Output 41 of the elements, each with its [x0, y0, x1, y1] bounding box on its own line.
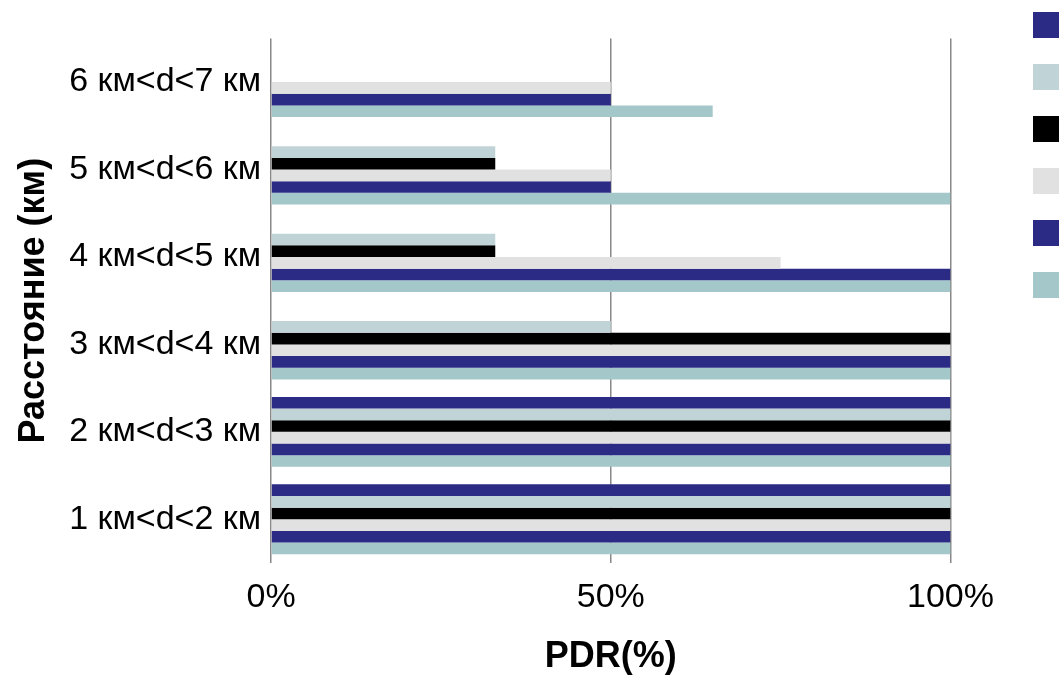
- bar: [271, 443, 951, 456]
- bar: [271, 495, 951, 508]
- bar: [271, 245, 496, 257]
- bar: [271, 146, 496, 158]
- bar: [271, 181, 611, 193]
- bar: [271, 396, 951, 409]
- y-axis-title: Расстояние (км): [10, 157, 52, 444]
- x-tick-label: 100%: [907, 575, 994, 614]
- bar: [271, 105, 713, 118]
- y-tick-label: 2 км<d<3 км: [69, 410, 262, 449]
- bar: [271, 367, 951, 380]
- y-tick-label: 1 км<d<2 км: [69, 497, 262, 536]
- y-tick-label: 3 км<d<4 км: [69, 322, 262, 361]
- bar: [271, 484, 951, 496]
- bar: [271, 321, 611, 333]
- bar: [271, 93, 611, 106]
- bar: [271, 507, 951, 520]
- bar: [271, 169, 611, 182]
- x-tick-label: 0%: [246, 575, 296, 614]
- bar: [271, 356, 951, 368]
- bar: [271, 530, 951, 543]
- bar: [271, 420, 951, 432]
- bar: [271, 256, 781, 269]
- y-tick-label: 6 км<d<7 км: [69, 60, 262, 99]
- x-tick-label: 50%: [576, 575, 645, 614]
- bar: [271, 344, 951, 357]
- bar: [271, 157, 496, 170]
- bar: [271, 431, 951, 444]
- bar: [271, 332, 951, 345]
- bar: [271, 82, 611, 94]
- bar: [271, 542, 951, 555]
- bar: [271, 192, 951, 205]
- bar: [271, 233, 496, 246]
- y-tick-label: 5 км<d<6 км: [69, 147, 262, 186]
- x-axis-title: PDR(%): [544, 634, 677, 676]
- bar: [271, 408, 951, 421]
- bar: [271, 519, 951, 531]
- bar: [271, 268, 951, 281]
- y-tick-label: 4 км<d<5 км: [69, 235, 262, 274]
- bar: [271, 455, 951, 467]
- bar: [271, 280, 951, 292]
